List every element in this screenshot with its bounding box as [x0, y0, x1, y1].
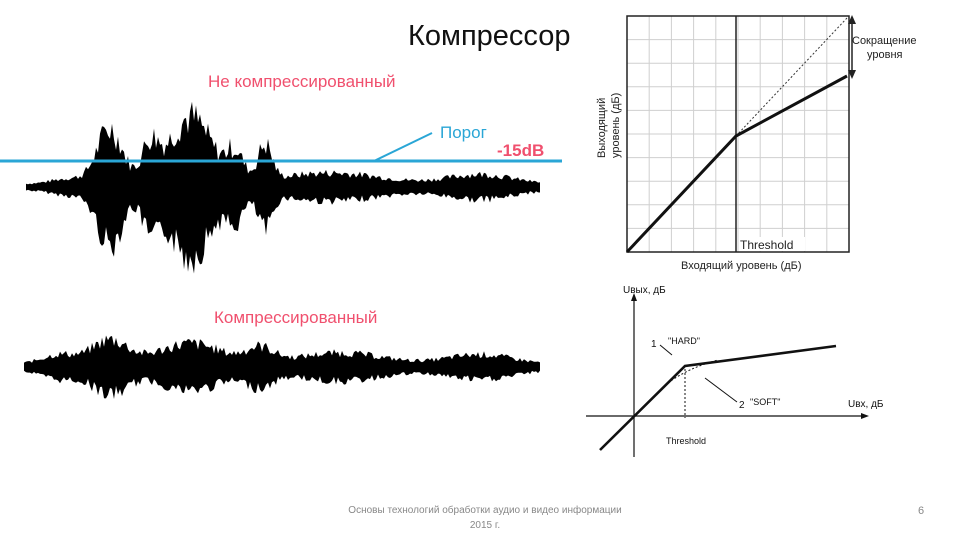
reduction-label-line2: уровня	[867, 49, 903, 61]
transfer-chart-frame	[626, 15, 850, 253]
knee-x-arrow	[861, 413, 869, 419]
hard-knee-curve	[599, 344, 837, 451]
knee-x-axis-label: Uвх, дБ	[848, 399, 884, 410]
transfer-chart-grid	[627, 16, 849, 252]
uncompressed-dotted-line	[735, 17, 848, 137]
compressed-waveform	[24, 335, 540, 399]
threshold-label: Порог	[440, 123, 487, 142]
page-number: 6	[918, 505, 925, 517]
uncompressed-waveform	[26, 101, 540, 274]
footer-line-2: 2015 г.	[469, 520, 501, 531]
footer: Основы технологий обработки аудио и виде…	[300, 503, 670, 533]
hard-number: 1	[651, 339, 657, 350]
threshold-value: -15dB	[497, 141, 544, 160]
soft-number: 2	[739, 400, 745, 411]
knee-y-arrow	[631, 293, 637, 301]
compressed-label: Компрессированный	[214, 308, 377, 327]
soft-label: "SOFT"	[750, 397, 780, 407]
uncompressed-label: Не компрессированный	[208, 72, 396, 91]
transfer-threshold-label: Threshold	[740, 238, 793, 252]
y-axis-label-line1: Выходящий	[596, 98, 608, 158]
transfer-chart: Сокращение уровня Threshold Входящий уро…	[596, 15, 917, 272]
threshold-label-bg	[739, 237, 805, 251]
compression-curve	[625, 74, 848, 254]
footer-line-1: Основы технологий обработки аудио и виде…	[348, 505, 622, 516]
knee-chart: Uвых, дБ Uвх, дБ 1 "HARD" 2 "SOFT" Thres…	[586, 285, 884, 457]
hard-pointer	[659, 344, 673, 356]
threshold-pointer	[373, 132, 433, 162]
soft-knee-curve	[667, 359, 719, 384]
hard-label: "HARD"	[668, 336, 700, 346]
slide-title: Компрессор	[408, 20, 571, 52]
reduction-arrow-up-head	[848, 15, 856, 24]
reduction-label-line1: Сокращение	[852, 35, 917, 47]
reduction-arrow-down-head	[848, 70, 856, 79]
x-axis-label: Входящий уровень (дБ)	[681, 260, 802, 272]
soft-pointer	[704, 377, 738, 403]
y-axis-label-line2: уровень (дБ)	[610, 93, 622, 158]
knee-y-axis-label: Uвых, дБ	[623, 285, 666, 296]
knee-threshold-label: Threshold	[666, 436, 706, 446]
